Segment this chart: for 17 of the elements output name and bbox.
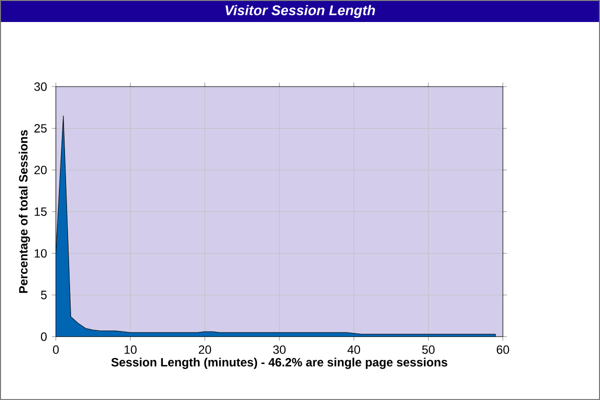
y-tick-label: 0 bbox=[40, 332, 47, 341]
y-tick-label: 25 bbox=[34, 124, 47, 133]
x-axis-title: Session Length (minutes) - 46.2% are single page sessions bbox=[111, 358, 448, 369]
y-tick-label: 30 bbox=[34, 82, 47, 91]
y-tick-label: 10 bbox=[34, 249, 47, 258]
x-tick-label: 10 bbox=[124, 345, 137, 354]
y-tick-label: 20 bbox=[34, 166, 47, 174]
y-tick-label: 15 bbox=[34, 207, 47, 216]
chart-title: Visitor Session Length bbox=[226, 4, 376, 18]
x-tick-label: 40 bbox=[347, 345, 360, 354]
y-axis-title: Percentage of total Sessions bbox=[18, 130, 30, 293]
x-tick-label: 30 bbox=[273, 345, 286, 354]
x-tick-label: 20 bbox=[198, 345, 212, 354]
x-tick-label: 50 bbox=[422, 345, 435, 354]
y-tick-label: 5 bbox=[40, 290, 47, 300]
x-tick-label: 0 bbox=[53, 345, 59, 354]
x-tick-label: 60 bbox=[496, 345, 510, 354]
